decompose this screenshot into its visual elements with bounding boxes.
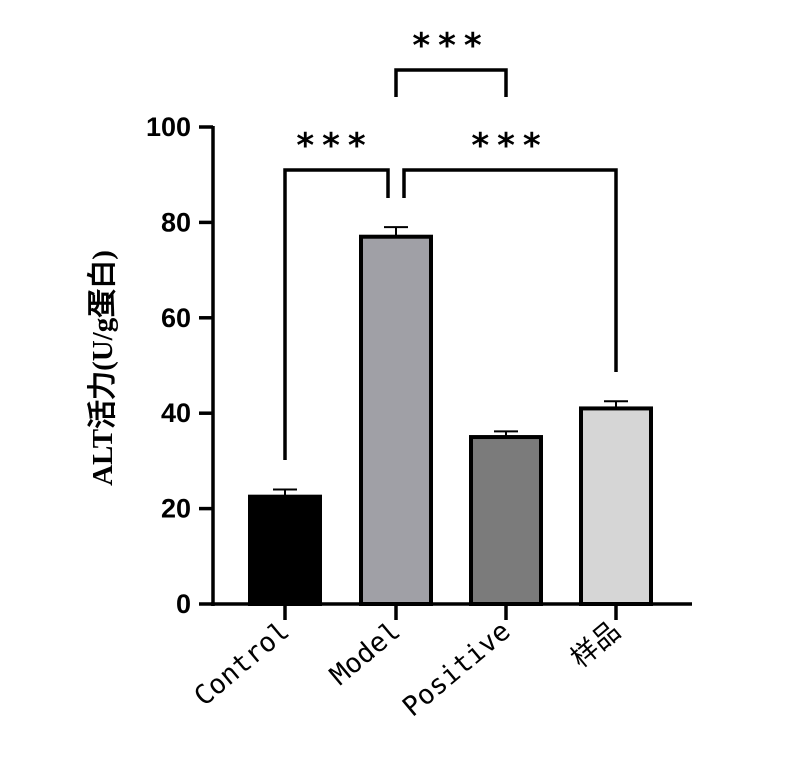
- y-tick-label: 0: [176, 589, 191, 619]
- x-category-label: Control: [188, 616, 295, 713]
- y-tick-label: 80: [161, 207, 191, 237]
- y-tick-label: 20: [161, 494, 191, 524]
- bar-样品: [579, 406, 653, 606]
- significance-label: ***: [412, 26, 489, 66]
- x-category-label: Model: [324, 616, 406, 692]
- bar-model: [359, 234, 433, 607]
- x-category-label: 样品: [565, 616, 626, 674]
- x-category-label: Positive: [397, 616, 517, 723]
- significance-bracket: [402, 168, 618, 372]
- y-axis-label: ALT活力(U/g蛋白): [86, 250, 119, 486]
- bar-positive: [469, 435, 543, 606]
- y-tick-label: 40: [161, 398, 191, 428]
- y-tick-label: 100: [146, 112, 191, 142]
- significance-label: ***: [296, 126, 373, 166]
- significance-brackets: *** *** ***: [283, 26, 618, 460]
- error-bars: [273, 226, 628, 497]
- significance-bracket: [283, 168, 390, 460]
- y-tick-label: 60: [161, 303, 191, 333]
- bar-control: [248, 494, 322, 606]
- bars: [248, 234, 653, 607]
- significance-bracket: [394, 68, 508, 97]
- significance-label: ***: [471, 126, 548, 166]
